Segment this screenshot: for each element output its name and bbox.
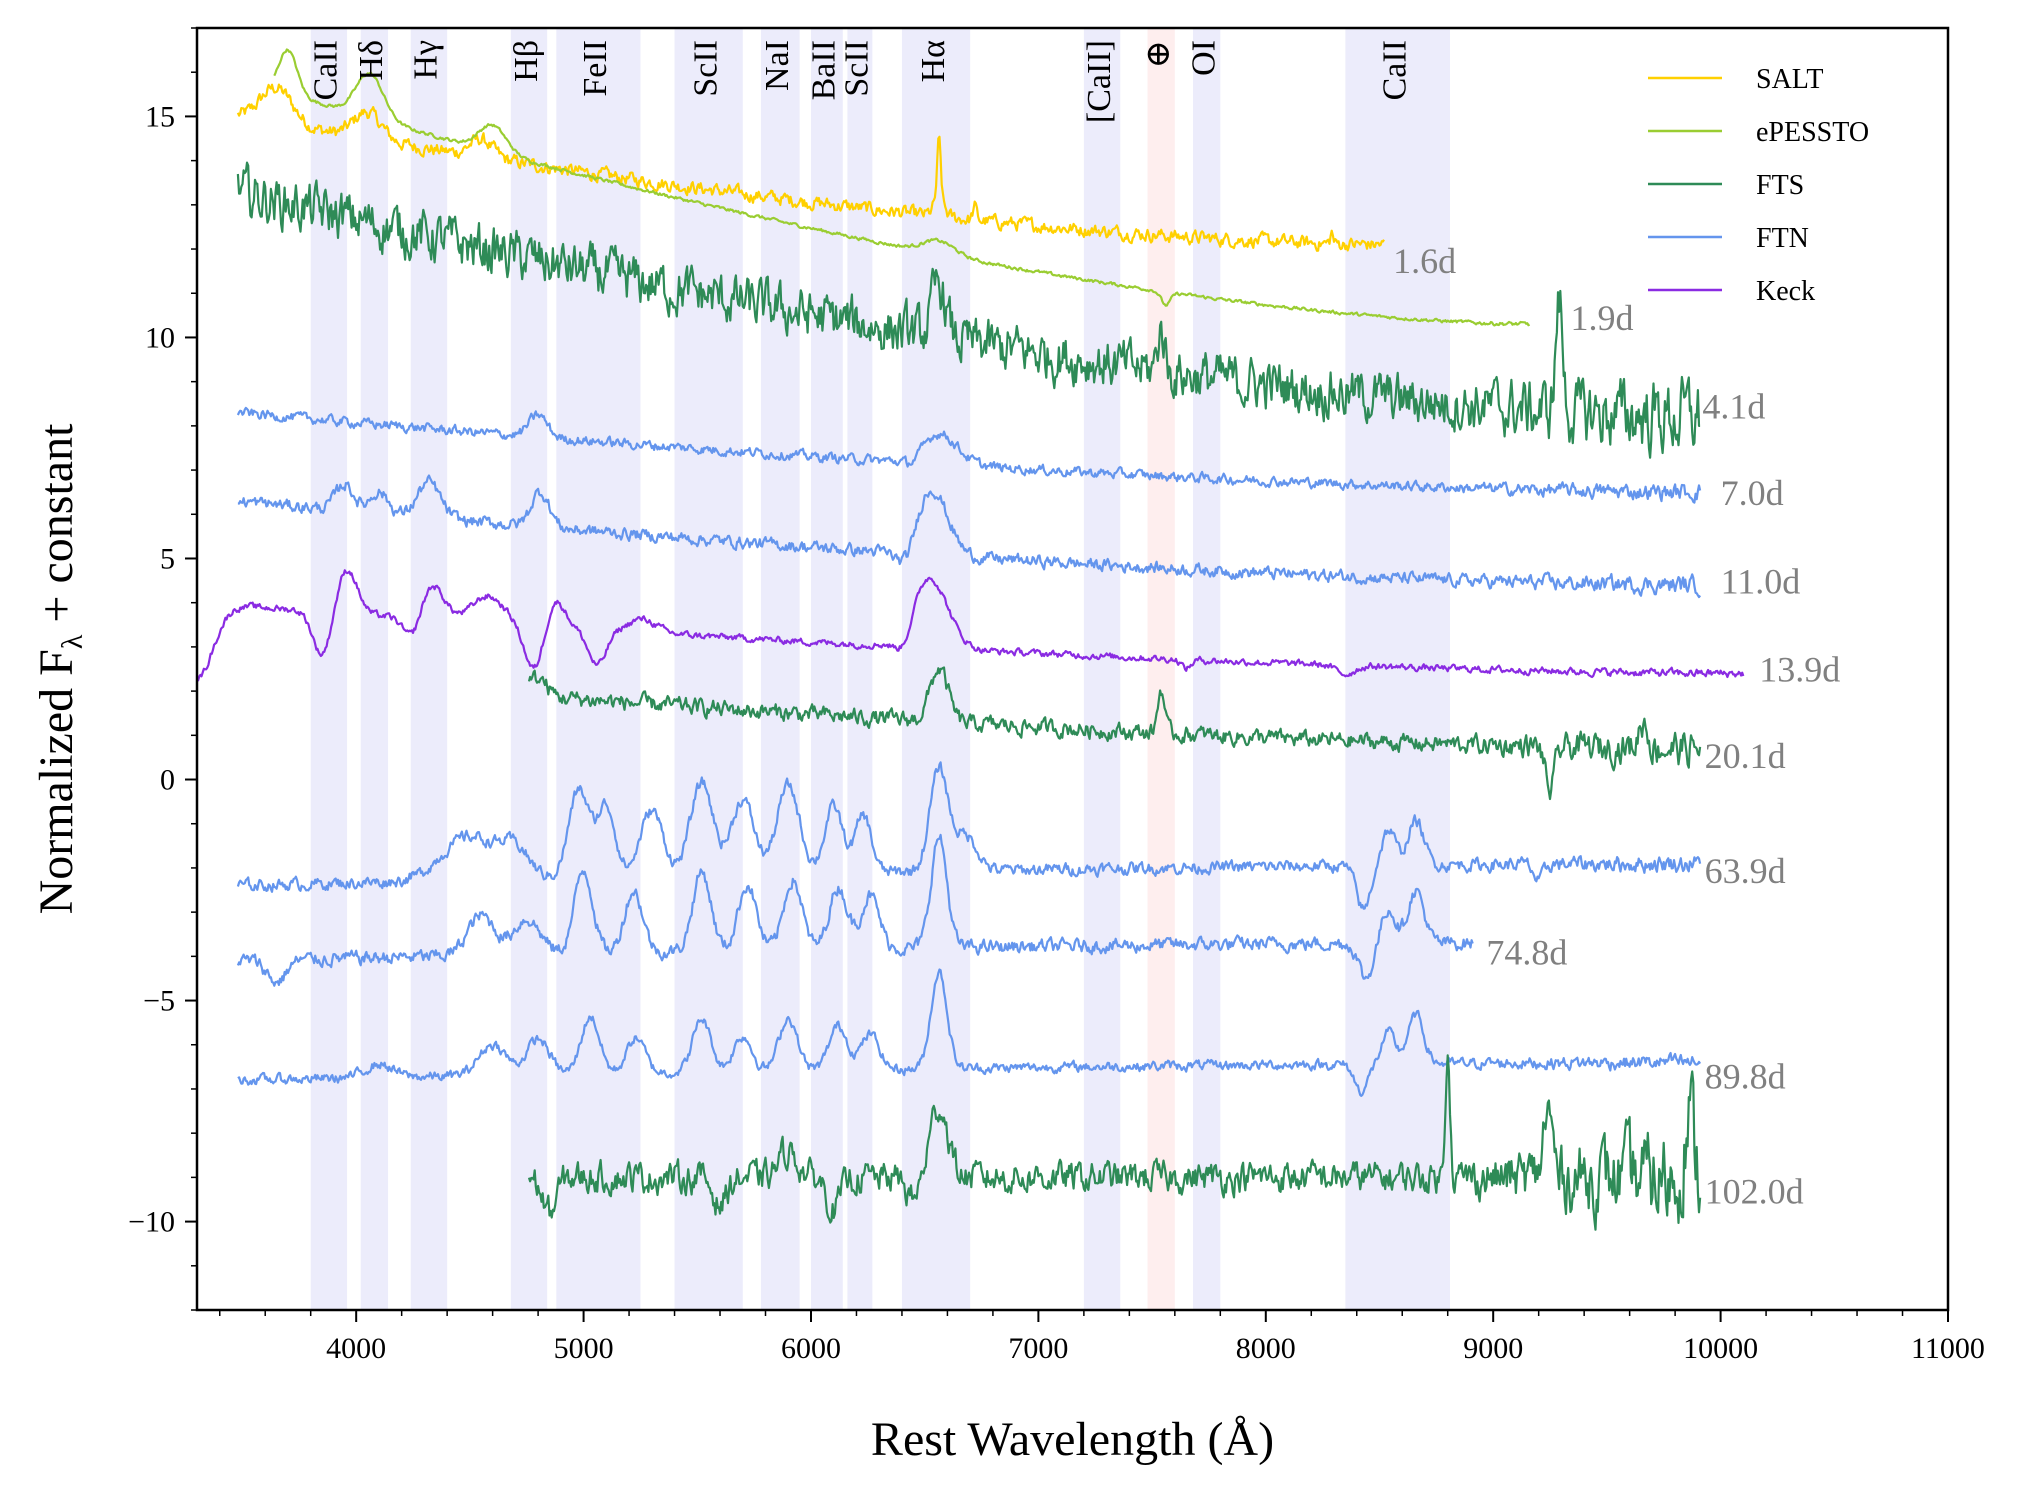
line-label-8: ScII [839,40,876,97]
epoch-label-9: 89.8d [1705,1056,1786,1096]
line-band-11 [1147,28,1175,1310]
y-tick-label-4: 10 [145,321,175,354]
line-label-11: ⊕ [1140,40,1177,69]
axis-ticks: 4000 5000 6000 7000 8000 9000 10000 11000 −10 −5 0… [128,27,1985,1365]
y-tick-label-3: 5 [160,542,175,575]
line-band-7 [810,28,843,1310]
line-band-0 [310,28,348,1310]
line-label-4: FeII [577,40,614,97]
line-label-2: Hγ [408,40,445,80]
x-tick-label-0: 4000 [326,1332,386,1365]
line-band-8 [847,28,873,1310]
line-label-7: BaII [806,40,843,100]
line-label-1: Hδ [353,40,390,81]
x-axis-title: Rest Wavelength (Å) [871,1413,1274,1466]
epoch-label-8: 74.8d [1486,933,1567,973]
legend-label-1: ePESSTO [1756,117,1869,148]
x-tick-label-3: 7000 [1008,1332,1068,1365]
line-band-9 [901,28,971,1310]
spectrum-line-4 [237,474,1702,599]
line-band-5 [674,28,743,1310]
legend-label-0: SALT [1756,64,1823,95]
legend-label-3: FTN [1756,223,1809,254]
spectrum-line-8 [236,833,1474,987]
y-tick-label-0: −10 [128,1206,175,1239]
epoch-label-0: 1.6d [1393,241,1456,281]
y-axis-title-subscript: λ [56,634,89,649]
spectrum-line-9 [237,968,1702,1098]
epoch-label-4: 11.0d [1721,561,1801,601]
legend-label-4: Keck [1756,276,1815,307]
line-label-5: ScII [687,40,724,97]
spectrum-line-0 [236,83,1385,252]
legend: SALT ePESSTO FTS FTN Keck [1648,64,1869,307]
line-band-12 [1193,28,1221,1310]
line-label-6: NaI [759,40,796,91]
y-axis-title-main: Normalized F [30,649,83,914]
epoch-label-7: 63.9d [1705,851,1786,891]
spectrum-line-6 [527,666,1702,801]
line-band-layer [310,28,1450,1310]
y-tick-label-2: 0 [160,764,175,797]
line-label-12: OI [1185,40,1222,76]
line-band-4 [556,28,641,1310]
plot-frame [195,26,1950,1312]
y-axis-title-tail: + constant [30,423,83,635]
line-band-10 [1083,28,1121,1310]
epoch-label-3: 7.0d [1721,473,1784,513]
x-tick-label-1: 5000 [554,1332,614,1365]
epoch-label-6: 20.1d [1705,736,1786,776]
spectra-layer [196,48,1745,1231]
spectrum-line-1 [273,48,1531,327]
line-label-10: [CaII] [1081,40,1118,123]
spectrum-line-5 [196,569,1745,682]
line-label-3: Hβ [508,40,545,82]
spectrum-line-3 [236,406,1702,504]
x-tick-label-7: 11000 [1911,1332,1985,1365]
epoch-label-10: 102.0d [1705,1171,1804,1211]
spectrum-line-2 [236,161,1701,459]
x-tick-label-6: 10000 [1683,1332,1758,1365]
epoch-label-5: 13.9d [1759,650,1840,690]
line-band-3 [510,28,548,1310]
line-label-13: CaII [1376,40,1413,100]
line-band-1 [360,28,389,1310]
y-axis-title: Normalized Fλ + constant [30,423,89,915]
spectrum-line-7 [236,761,1702,910]
spectrum-line-10 [527,1054,1702,1231]
line-band-6 [760,28,800,1310]
x-tick-label-5: 9000 [1463,1332,1523,1365]
line-label-0: CaII [308,40,345,100]
line-band-2 [410,28,448,1310]
line-label-9: Hα [915,40,952,83]
x-tick-label-2: 6000 [781,1332,841,1365]
x-tick-label-4: 8000 [1236,1332,1296,1365]
epoch-label-2: 4.1d [1702,387,1765,427]
epoch-label-1: 1.9d [1571,298,1634,338]
legend-label-2: FTS [1756,170,1804,201]
epoch-label-layer: 1.6d 1.9d 4.1d 7.0d 11.0d 13.9d 20.1d 63.9d 74.8… [1393,241,1840,1212]
y-tick-label-1: −5 [143,985,175,1018]
y-tick-label-5: 15 [145,100,175,133]
